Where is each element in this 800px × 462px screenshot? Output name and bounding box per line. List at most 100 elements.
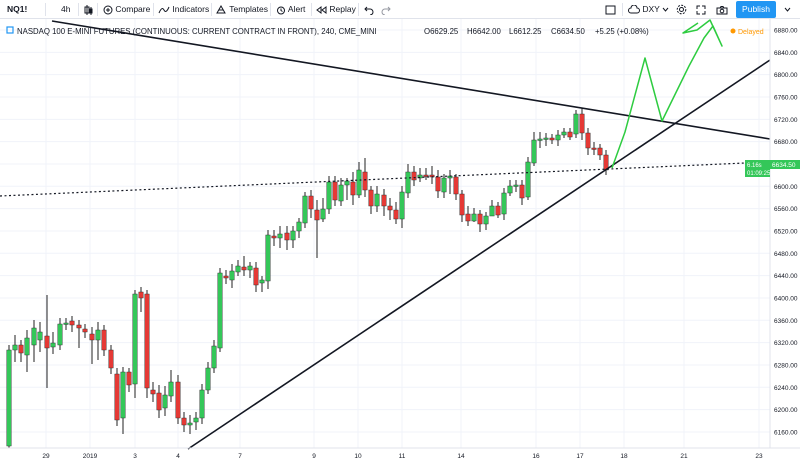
publish-button[interactable]: Publish [736, 1, 776, 18]
candle-down [477, 213, 483, 225]
time-tick-label: 10 [354, 453, 362, 460]
candle-down [362, 171, 368, 191]
candle-up [417, 174, 423, 179]
candle-down [411, 171, 417, 181]
time-tick-label: 9 [312, 453, 316, 460]
candle-up [24, 337, 30, 356]
compare-label: Compare [115, 4, 151, 14]
symbol-search-button[interactable]: NQ1! [7, 4, 28, 14]
legend-low: L6612.25 [509, 27, 542, 36]
toolbar-divider [311, 3, 312, 16]
candle-down [114, 373, 120, 421]
candle-up [211, 345, 217, 369]
candle-down [108, 349, 114, 369]
current-price-box [770, 160, 800, 169]
candle-down [597, 147, 603, 156]
candle-up [235, 265, 241, 273]
candle-up [501, 192, 507, 215]
candle-down [495, 205, 501, 216]
current-price-label-box [745, 160, 770, 177]
price-tick-label: 6360.00 [774, 318, 798, 325]
replay-button[interactable]: Replay [316, 0, 356, 19]
fullscreen-icon[interactable] [696, 0, 706, 19]
candle-down [241, 266, 247, 271]
resistance-trendline[interactable] [51, 20, 771, 140]
price-tick-label: 6560.00 [774, 206, 798, 213]
candle-down [223, 275, 229, 279]
support-trendline[interactable] [187, 59, 771, 450]
price-tick-label: 6200.00 [774, 407, 798, 414]
candle-up [296, 221, 302, 232]
legend-open: O6629.25 [424, 27, 459, 36]
legend-title: NASDAQ 100 E-MINI FUTURES (CONTINUOUS: C… [17, 27, 377, 36]
time-tick-label: 4 [176, 453, 180, 460]
price-tick-label: 6480.00 [774, 251, 798, 258]
indicators-label: Indicators [172, 4, 210, 14]
candle-up [290, 230, 296, 241]
candle-down [519, 184, 525, 199]
chevron-down-icon[interactable] [784, 0, 791, 19]
candle-up [120, 371, 126, 419]
alarm-clock-icon [277, 6, 285, 15]
price-tick-label: 6280.00 [774, 362, 798, 369]
candle-up [399, 191, 405, 220]
candle-up [277, 233, 283, 239]
templates-label: Templates [229, 4, 268, 14]
interval-button[interactable]: 4h [61, 4, 71, 14]
candle-up [217, 272, 223, 349]
redo-icon[interactable] [381, 0, 391, 19]
indicators-button[interactable]: Indicators [158, 0, 209, 19]
candle-up [187, 422, 193, 426]
dotted-trendline[interactable] [0, 162, 746, 197]
compare-symbol-button[interactable]: DXY [628, 0, 669, 19]
candle-up [259, 279, 265, 284]
compare-button[interactable]: Compare [103, 0, 150, 19]
undo-icon[interactable] [364, 0, 374, 19]
toolbar-divider [358, 3, 359, 16]
candle-down [89, 333, 95, 341]
bar-style-icon[interactable] [84, 0, 94, 19]
price-tick-label: 6320.00 [774, 340, 798, 347]
price-tick-label: 6160.00 [774, 429, 798, 436]
candle-up [356, 169, 362, 196]
time-scale[interactable]: 29 2019 3 4 7 9 10 11 14 16 17 18 21 23 [0, 447, 800, 460]
candle-up [525, 161, 531, 198]
candle-down [253, 267, 259, 286]
gear-icon[interactable] [676, 0, 687, 19]
candle-up [471, 213, 477, 222]
legend-close: C6634.50 [551, 27, 585, 36]
chart-background [0, 19, 800, 462]
templates-button[interactable]: Templates [216, 0, 268, 19]
camera-icon[interactable] [716, 0, 728, 19]
current-price-badge: 6.16s 01:09:25 6634.50 [745, 160, 800, 177]
price-tick-label: 6400.00 [774, 295, 798, 302]
delayed-label: Delayed [738, 29, 764, 36]
candle-down [350, 181, 356, 196]
time-tick-label: 23 [755, 453, 763, 460]
price-tick-label: 6680.00 [774, 139, 798, 146]
candle-down [76, 324, 82, 329]
screen-layout-icon[interactable] [605, 0, 616, 19]
chevron-down-icon [662, 7, 669, 13]
candle-up [507, 185, 513, 194]
legend-collapse-icon[interactable] [6, 26, 14, 34]
candle-down [585, 132, 591, 149]
candle-up [265, 234, 271, 282]
time-tick-label: 14 [457, 453, 465, 460]
candle-up [95, 329, 101, 341]
chart-overlays: NASDAQ 100 E-MINI FUTURES (CONTINUOUS: C… [6, 26, 764, 36]
candle-down [69, 320, 75, 326]
price-chart[interactable]: NASDAQ 100 E-MINI FUTURES (CONTINUOUS: C… [0, 19, 800, 462]
candle-up [483, 215, 489, 225]
candle-up [229, 270, 235, 281]
projection-drawing[interactable] [611, 19, 723, 169]
candle-up [374, 193, 380, 207]
candle-up [132, 293, 138, 385]
alert-label: Alert [287, 4, 306, 14]
alert-button[interactable]: Alert [276, 0, 305, 19]
legend-change: +5.25 (+0.08%) [595, 27, 649, 36]
toolbar-divider [270, 3, 271, 16]
candle-up [162, 394, 168, 409]
candle-up [555, 134, 561, 141]
templates-icon [216, 5, 226, 14]
